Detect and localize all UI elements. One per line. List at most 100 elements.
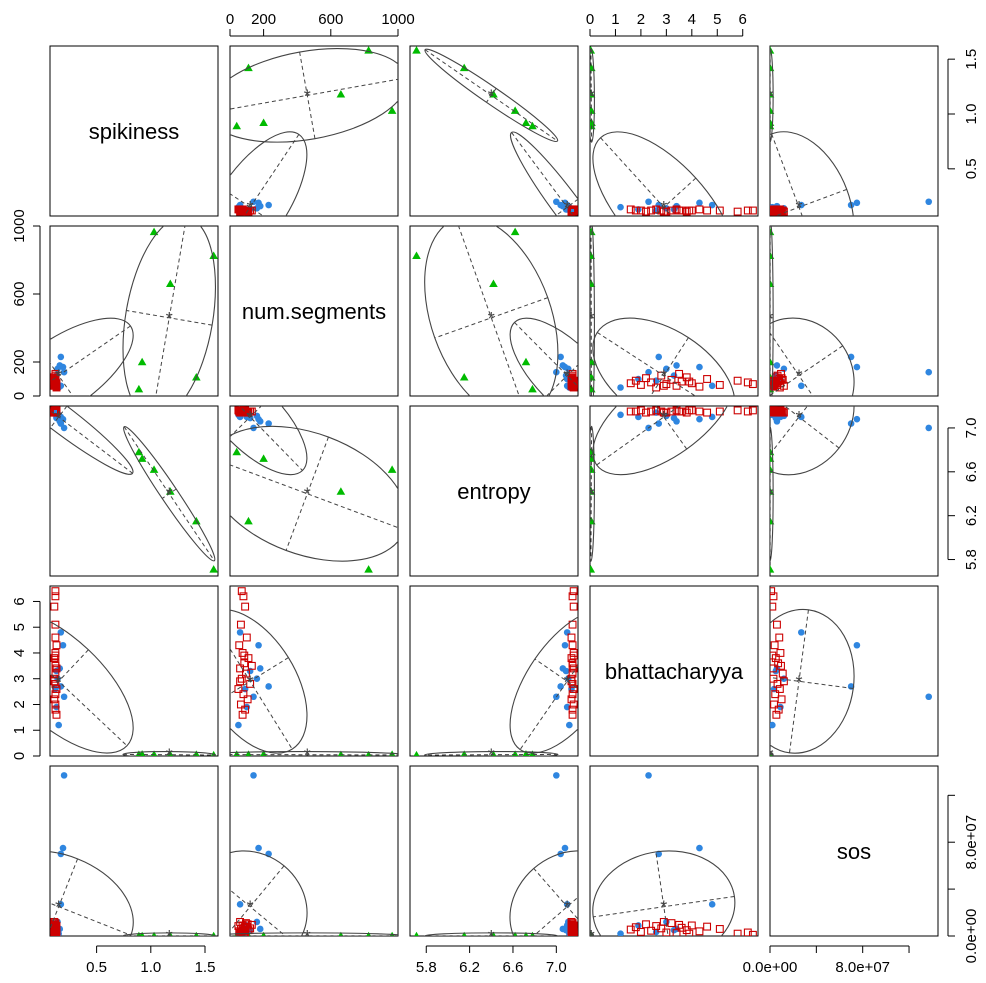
square-point	[567, 381, 576, 390]
circle-point	[617, 203, 624, 211]
square-point	[567, 654, 576, 663]
square-point	[657, 206, 666, 215]
panel-frame	[229, 585, 399, 757]
confidence-ellipse	[230, 131, 308, 216]
square-point	[748, 930, 757, 936]
panel-frame	[49, 225, 219, 397]
ellipse-center-marker: *	[166, 746, 173, 766]
ellipse-center-marker: *	[564, 198, 571, 218]
variable-label: spikiness	[89, 119, 179, 144]
square-point	[51, 700, 60, 709]
ellipse-center-marker: *	[166, 485, 173, 505]
circle-point	[265, 420, 272, 427]
square-point	[777, 661, 785, 670]
circle-point	[253, 675, 261, 683]
panel-spikiness-vs-num.segments: **	[229, 45, 399, 217]
ellipse-center-marker: *	[488, 309, 495, 329]
confidence-ellipse	[770, 317, 855, 396]
panel-sos-vs-num.segments: **	[229, 765, 399, 947]
panel-sos-vs-spikiness: **	[49, 765, 219, 937]
panel-num.segments-vs-bhattacharyya: **	[589, 225, 759, 397]
panel-frame	[229, 225, 399, 397]
top-axis-num.segments: 0 200 600 1000	[226, 11, 415, 37]
ellipse-center-marker: *	[488, 927, 495, 947]
square-point	[775, 633, 784, 642]
panel-frame	[589, 585, 759, 757]
square-point	[568, 379, 577, 388]
triangle-point	[510, 106, 520, 114]
square-point	[733, 376, 742, 385]
square-point	[715, 380, 724, 389]
ellipse-axis-minor	[434, 297, 548, 339]
ellipse-axis-minor	[555, 198, 578, 216]
square-point	[242, 669, 250, 678]
panel-frame	[49, 45, 219, 217]
variable-label: sos	[837, 839, 871, 864]
ellipse-center-marker: *	[247, 898, 254, 918]
panel-num.segments-vs-num.segments: num.segments	[229, 225, 399, 397]
panel-entropy-vs-spikiness: **	[49, 405, 219, 577]
circle-point	[797, 382, 805, 390]
panel-frame	[409, 45, 579, 217]
ellipse-center-marker: *	[766, 309, 773, 329]
panel-points: **	[590, 226, 757, 396]
ellipse-center-marker: *	[304, 927, 311, 947]
tick-label: 8.0e+07	[835, 959, 890, 976]
square-point	[239, 690, 248, 699]
circle-point	[617, 411, 624, 419]
circle-point	[56, 362, 64, 369]
tick-label: 200	[11, 349, 28, 374]
bottom-axis-sos: 0.0e+00 8.0e+07	[743, 945, 910, 976]
square-point	[647, 407, 656, 416]
circle-point	[797, 413, 805, 421]
square-point	[770, 592, 778, 601]
ellipse-axis-minor	[299, 51, 316, 139]
ellipse-axis-minor	[50, 362, 74, 396]
square-point	[240, 406, 249, 415]
square-point	[672, 205, 681, 214]
circle-point	[563, 629, 571, 636]
square-point	[685, 377, 694, 386]
square-point	[626, 925, 635, 934]
square-point	[237, 587, 246, 596]
tick-label: 0	[226, 11, 234, 28]
circle-point	[673, 418, 680, 425]
square-point	[52, 710, 61, 719]
circle-point	[617, 930, 624, 936]
tick-label: 600	[11, 281, 28, 306]
tick-label: 4	[11, 649, 28, 657]
tick-label: 1.0	[963, 104, 980, 125]
panel-sos-vs-sos: sos	[769, 765, 939, 937]
ellipse-axis-minor	[774, 188, 847, 216]
ellipse-axis-minor	[230, 193, 265, 216]
square-point	[51, 705, 60, 714]
square-point	[772, 205, 781, 214]
ellipse-center-marker: *	[55, 672, 62, 692]
panel-bhattacharyya-vs-entropy: **	[409, 585, 579, 757]
circle-point	[635, 206, 642, 213]
tick-label: 0.0e+00	[743, 959, 798, 976]
square-point	[642, 408, 650, 417]
panel-points: **	[50, 226, 218, 396]
ellipse-center-marker: *	[660, 898, 667, 918]
triangle-point	[412, 46, 421, 54]
ellipse-axis-major	[50, 902, 132, 936]
square-point	[236, 917, 245, 926]
ellipse-axis-major	[514, 322, 578, 388]
square-point	[51, 587, 60, 596]
square-point	[743, 206, 752, 215]
confidence-ellipse	[230, 608, 308, 754]
panel-points: **	[414, 772, 578, 947]
triangle-point	[137, 454, 147, 462]
triangle-point	[414, 931, 419, 936]
square-point	[636, 927, 645, 936]
square-point	[568, 620, 577, 629]
square-point	[234, 685, 243, 693]
square-point	[568, 925, 577, 934]
circle-point	[56, 418, 64, 425]
circle-point	[255, 844, 262, 852]
square-point	[569, 602, 578, 611]
tick-label: 2	[11, 700, 28, 708]
